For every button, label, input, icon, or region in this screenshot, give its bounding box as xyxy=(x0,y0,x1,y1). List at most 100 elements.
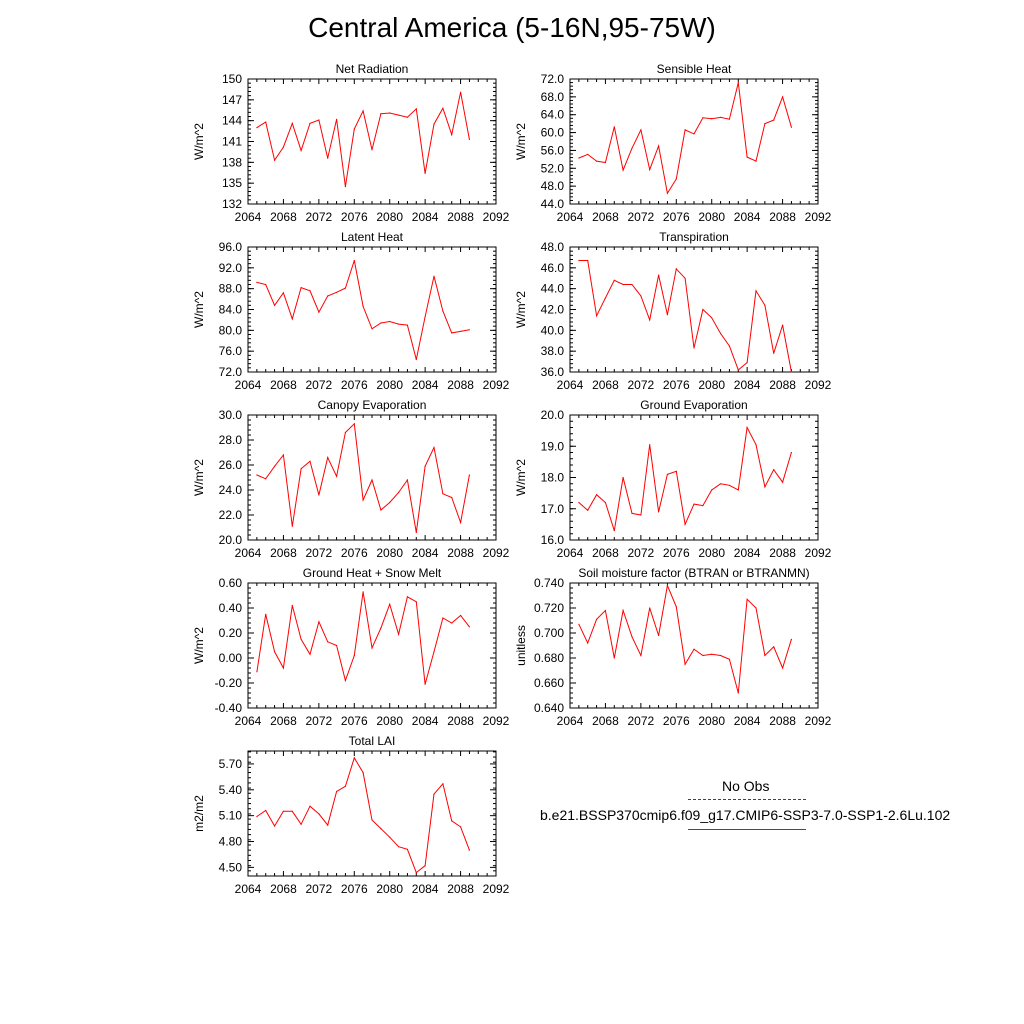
plot-frame xyxy=(247,750,497,877)
series-line xyxy=(256,591,470,685)
data-point xyxy=(578,259,580,262)
data-point xyxy=(631,636,633,638)
data-point xyxy=(773,646,775,648)
x-tick-label: 2092 xyxy=(805,378,832,392)
y-tick-label: 24.0 xyxy=(219,483,243,497)
data-point xyxy=(666,314,669,316)
panel-title: Sensible Heat xyxy=(657,62,732,76)
series-line xyxy=(578,260,792,373)
data-point xyxy=(658,274,660,276)
x-tick-label: 2084 xyxy=(734,210,761,224)
x-tick-label: 2072 xyxy=(306,714,333,728)
data-point xyxy=(282,454,284,456)
data-point xyxy=(371,819,373,821)
data-point xyxy=(433,123,435,125)
data-point xyxy=(596,160,598,162)
x-tick-label: 2064 xyxy=(235,714,262,728)
data-point xyxy=(684,663,686,665)
y-tick-label: 132 xyxy=(222,197,242,211)
x-tick-label: 2076 xyxy=(341,714,368,728)
y-tick-label: 64.0 xyxy=(541,108,565,122)
data-point xyxy=(755,290,757,292)
data-point xyxy=(702,308,704,311)
data-point xyxy=(300,638,302,640)
x-tick-label: 2076 xyxy=(341,546,368,560)
data-point xyxy=(398,114,400,116)
data-point xyxy=(675,470,677,472)
x-tick-label: 2064 xyxy=(235,378,262,392)
data-point xyxy=(380,322,382,324)
y-tick-label: 38.0 xyxy=(541,344,565,358)
data-point xyxy=(675,606,677,608)
data-point xyxy=(274,159,276,161)
data-point xyxy=(380,828,382,830)
data-point xyxy=(693,648,695,650)
data-point xyxy=(353,757,355,759)
x-tick-label: 2092 xyxy=(805,546,832,560)
panel-5: Ground Evaporation W/m^2 2064 2068 2072 2076 2… xyxy=(514,398,832,560)
data-point xyxy=(265,478,267,480)
data-point xyxy=(451,496,453,499)
data-point xyxy=(622,476,624,479)
data-point xyxy=(406,596,408,598)
data-point xyxy=(282,667,284,669)
data-point xyxy=(309,122,311,124)
data-point xyxy=(746,156,748,158)
data-point xyxy=(265,613,267,615)
y-tick-label: 0.20 xyxy=(219,626,243,640)
x-tick-label: 2088 xyxy=(447,210,474,224)
x-tick-label: 2092 xyxy=(483,714,510,728)
data-point xyxy=(406,848,408,850)
y-tick-label: 20.0 xyxy=(219,533,243,547)
y-tick-label: 144 xyxy=(222,114,242,128)
data-point xyxy=(327,641,329,643)
y-axis-label: W/m^2 xyxy=(192,291,206,328)
data-point xyxy=(300,468,302,470)
y-tick-label: 19.0 xyxy=(541,439,565,453)
panel-7: Soil moisture factor (BTRAN or BTRANMN) u… xyxy=(514,566,832,728)
data-point xyxy=(442,617,444,619)
data-point xyxy=(353,259,355,262)
data-point xyxy=(622,609,624,612)
data-point xyxy=(604,501,607,504)
data-point xyxy=(433,275,435,277)
x-tick-label: 2068 xyxy=(270,546,297,560)
x-tick-label: 2080 xyxy=(698,714,725,728)
data-point xyxy=(282,810,284,812)
x-tick-label: 2080 xyxy=(376,546,403,560)
data-point xyxy=(327,824,329,826)
x-tick-label: 2076 xyxy=(341,378,368,392)
data-point xyxy=(371,479,373,481)
data-point xyxy=(265,809,267,812)
data-point xyxy=(468,474,470,476)
data-point xyxy=(291,122,293,124)
data-point xyxy=(737,82,739,84)
data-point xyxy=(693,503,695,505)
series-line xyxy=(256,756,470,874)
data-point xyxy=(424,865,426,867)
data-point xyxy=(468,329,470,331)
y-axis-label: W/m^2 xyxy=(192,459,206,496)
data-point xyxy=(282,146,284,148)
y-tick-label: 30.0 xyxy=(219,408,243,422)
x-tick-label: 2068 xyxy=(592,210,619,224)
data-point xyxy=(362,591,364,593)
y-tick-label: 26.0 xyxy=(219,458,243,472)
data-point xyxy=(746,362,748,364)
y-tick-label: 138 xyxy=(222,155,242,169)
data-point xyxy=(587,259,589,262)
y-tick-label: 5.70 xyxy=(219,757,243,771)
data-point xyxy=(631,147,633,149)
data-point xyxy=(711,317,713,319)
data-point xyxy=(327,157,329,159)
data-point xyxy=(309,460,311,462)
data-point xyxy=(274,465,276,467)
y-tick-label: 42.0 xyxy=(541,303,565,317)
data-point xyxy=(344,679,346,682)
y-tick-label: 147 xyxy=(222,93,242,107)
x-tick-label: 2092 xyxy=(805,714,832,728)
x-tick-label: 2064 xyxy=(235,882,262,896)
x-tick-label: 2068 xyxy=(270,882,297,896)
y-tick-label: 72.0 xyxy=(219,365,243,379)
data-point xyxy=(362,110,364,112)
